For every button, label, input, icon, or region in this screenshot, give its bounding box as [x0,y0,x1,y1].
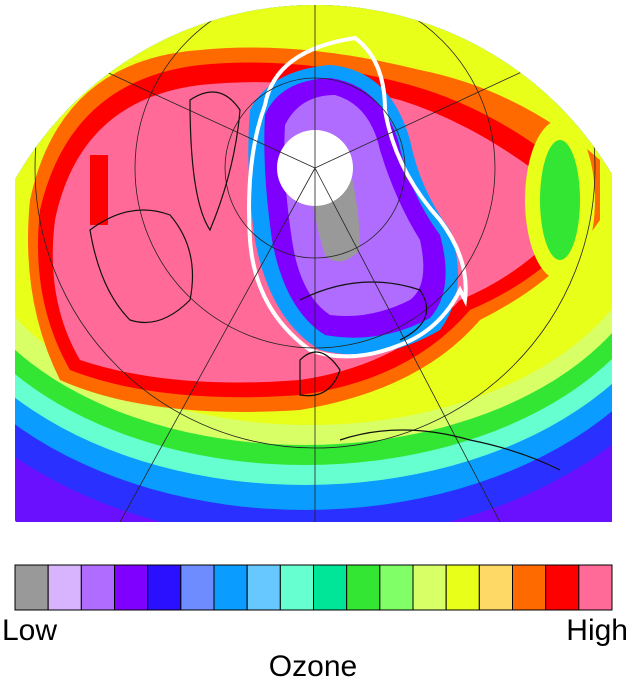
colorbar-swatch [279,564,315,611]
colorbar-swatch [114,564,149,611]
colorbar-title: Ozone [269,650,357,683]
colorbar-swatch [379,564,414,611]
colorbar-swatch [180,564,215,611]
colorbar-swatch [213,564,248,611]
colorbar-swatch [313,564,348,611]
colorbar-swatch [545,564,580,611]
vortex-outline [247,35,468,359]
colorbar-swatch [578,564,613,611]
coastlines [89,91,561,471]
map-band [540,140,580,260]
map-band [90,155,108,225]
colorbar [14,564,613,611]
low-label: Low [2,614,57,647]
colorbar-swatch [246,564,281,611]
ozone-map [15,5,612,522]
colorbar-swatch [478,564,514,611]
colorbar-swatch [147,564,182,611]
colorbar-swatch [346,564,381,611]
colorbar-swatch [14,564,49,611]
colorbar-swatch [47,564,82,611]
colorbar-swatch [412,564,447,611]
colorbar-swatch [80,564,116,611]
high-label: High [566,614,628,647]
colorbar-swatch [445,564,480,611]
colorbar-swatch [512,564,547,611]
